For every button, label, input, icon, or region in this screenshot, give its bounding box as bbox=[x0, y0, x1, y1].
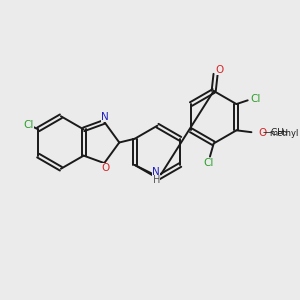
Text: methyl: methyl bbox=[269, 129, 298, 138]
Text: O: O bbox=[215, 65, 224, 75]
Text: N: N bbox=[152, 167, 160, 178]
Text: O: O bbox=[259, 128, 267, 138]
Text: Cl: Cl bbox=[204, 158, 214, 168]
Text: —CH₃: —CH₃ bbox=[263, 128, 288, 137]
Text: N: N bbox=[101, 112, 109, 122]
Text: Cl: Cl bbox=[250, 94, 260, 104]
Text: H: H bbox=[153, 175, 160, 185]
Text: O: O bbox=[101, 163, 109, 173]
Text: Cl: Cl bbox=[24, 120, 34, 130]
